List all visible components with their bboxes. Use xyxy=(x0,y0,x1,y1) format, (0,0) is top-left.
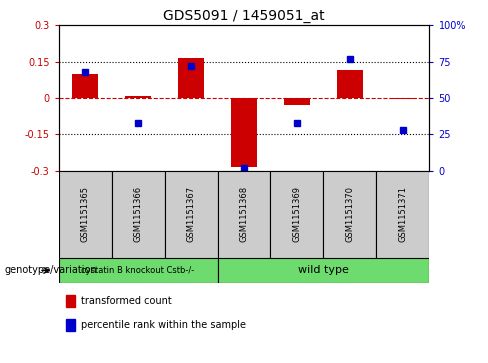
Bar xyxy=(284,98,310,105)
Text: genotype/variation: genotype/variation xyxy=(5,265,98,276)
Text: GSM1151365: GSM1151365 xyxy=(81,186,90,242)
Bar xyxy=(178,58,204,98)
Text: GSM1151367: GSM1151367 xyxy=(186,186,196,242)
Text: GSM1151369: GSM1151369 xyxy=(292,186,302,242)
Bar xyxy=(66,295,75,307)
Bar xyxy=(72,74,98,98)
Text: transformed count: transformed count xyxy=(81,297,172,306)
Bar xyxy=(66,319,75,331)
Text: GSM1151370: GSM1151370 xyxy=(346,186,354,242)
Text: percentile rank within the sample: percentile rank within the sample xyxy=(81,321,246,330)
Text: GSM1151368: GSM1151368 xyxy=(240,186,248,242)
FancyBboxPatch shape xyxy=(59,171,112,258)
Text: wild type: wild type xyxy=(298,265,349,276)
FancyBboxPatch shape xyxy=(376,171,429,258)
FancyBboxPatch shape xyxy=(324,171,376,258)
Bar xyxy=(337,70,363,98)
FancyBboxPatch shape xyxy=(218,258,429,283)
FancyBboxPatch shape xyxy=(59,258,218,283)
Bar xyxy=(231,98,257,167)
Text: GSM1151366: GSM1151366 xyxy=(134,186,142,242)
FancyBboxPatch shape xyxy=(218,171,270,258)
Text: GSM1151371: GSM1151371 xyxy=(398,186,407,242)
FancyBboxPatch shape xyxy=(164,171,218,258)
FancyBboxPatch shape xyxy=(270,171,324,258)
Bar xyxy=(390,98,416,99)
Title: GDS5091 / 1459051_at: GDS5091 / 1459051_at xyxy=(163,9,325,23)
Text: cystatin B knockout Cstb-/-: cystatin B knockout Cstb-/- xyxy=(81,266,195,275)
Bar xyxy=(125,95,151,98)
FancyBboxPatch shape xyxy=(112,171,164,258)
